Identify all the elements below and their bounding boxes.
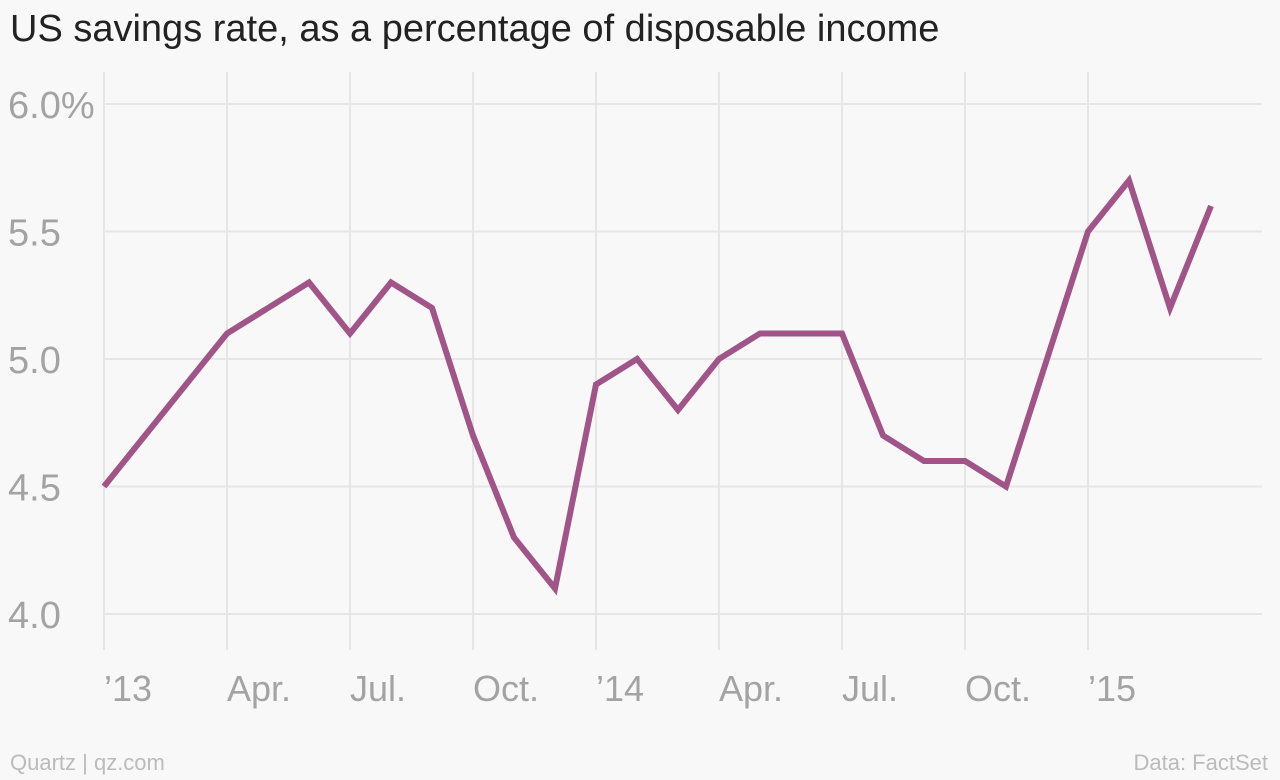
data-point <box>593 382 599 388</box>
data-point <box>1085 229 1091 235</box>
y-tick-label: 5.0 <box>8 340 61 382</box>
x-tick-label: Jul. <box>350 668 406 709</box>
x-tick-label: Oct. <box>965 668 1031 709</box>
y-tick-label: 5.5 <box>8 213 61 255</box>
data-point <box>470 433 476 439</box>
data-point <box>921 458 927 464</box>
x-tick-label: Apr. <box>719 668 783 709</box>
data-point <box>429 305 435 311</box>
x-tick-label: ’14 <box>596 668 644 709</box>
data-point <box>716 356 722 362</box>
grid-layer <box>103 72 1262 650</box>
data-point <box>798 331 804 337</box>
x-tick-label: ’13 <box>104 668 152 709</box>
series-layer <box>101 174 1214 596</box>
data-point <box>511 535 517 541</box>
data-point <box>1003 484 1009 490</box>
data-point <box>634 356 640 362</box>
y-tick-label: 4.0 <box>8 595 61 637</box>
data-point <box>552 586 558 592</box>
data-point <box>183 382 189 388</box>
chart-title: US savings rate, as a percentage of disp… <box>10 8 940 50</box>
data-point <box>265 305 271 311</box>
data-point <box>101 484 107 490</box>
data-point <box>224 331 230 337</box>
y-tick-label: 6.0% <box>8 85 95 127</box>
x-tick-label: Jul. <box>842 668 898 709</box>
data-point <box>1044 356 1050 362</box>
data-point <box>675 407 681 413</box>
data-point <box>1167 305 1173 311</box>
y-tick-label: 4.5 <box>8 468 61 510</box>
data-point <box>839 331 845 337</box>
source-credit-right: Data: FactSet <box>1133 750 1268 775</box>
data-point <box>306 280 312 286</box>
data-point <box>142 433 148 439</box>
data-point <box>962 458 968 464</box>
x-tick-label: Apr. <box>227 668 291 709</box>
series-line <box>101 174 1214 596</box>
data-point <box>388 280 394 286</box>
x-tick-label: ’15 <box>1088 668 1136 709</box>
data-point <box>347 331 353 337</box>
y-axis-ticks: 4.0 4.5 5.0 5.5 6.0% <box>8 85 95 637</box>
data-point <box>1126 178 1132 184</box>
data-point <box>1208 203 1214 209</box>
source-credit-left: Quartz | qz.com <box>10 750 165 775</box>
data-point <box>880 433 886 439</box>
data-point <box>757 331 763 337</box>
x-axis-ticks: ’13 Apr. Jul. Oct. ’14 Apr. Jul. Oct. ’15 <box>104 668 1136 709</box>
x-tick-label: Oct. <box>473 668 539 709</box>
